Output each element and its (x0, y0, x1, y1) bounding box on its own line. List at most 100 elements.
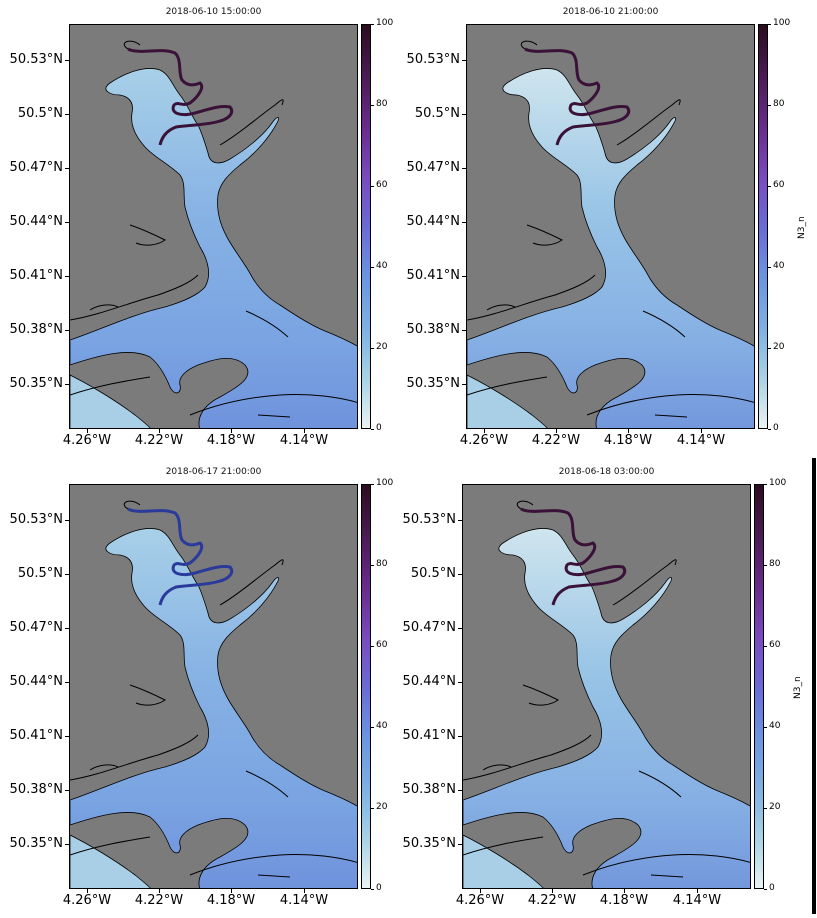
lon-tick-mark (624, 889, 625, 893)
lon-tick-mark (87, 889, 88, 893)
coastline (616, 99, 681, 146)
coastline (257, 414, 291, 418)
lat-tick-label: 50.5°N (410, 566, 456, 581)
coastline (70, 836, 151, 856)
colorbar-tick-label: 40 (376, 721, 388, 731)
coastline (219, 99, 284, 146)
colorbar-tick-label: 20 (773, 342, 785, 352)
lat-tick-label: 50.5°N (17, 106, 63, 121)
estuary-water (467, 68, 754, 428)
lon-tick-mark (304, 429, 305, 433)
colorbar-tick-label: 80 (769, 559, 781, 569)
sea-area (463, 834, 544, 888)
lat-tick-mark (458, 790, 462, 791)
lon-tick-mark (484, 429, 485, 433)
coastline (654, 414, 688, 418)
lat-tick-mark (458, 520, 462, 521)
lat-tick-label: 50.53°N (402, 512, 456, 527)
colorbar-tick-label: 0 (376, 883, 382, 893)
colorbar-tick-label: 100 (376, 478, 394, 488)
lon-tick-mark (159, 429, 160, 433)
lat-tick-label: 50.38°N (402, 782, 456, 797)
colorbar-tick-label: 0 (376, 423, 382, 433)
colorbar-tick-label: 0 (773, 423, 779, 433)
lat-tick-label: 50.44°N (9, 214, 63, 229)
lon-tick-label: 4.26°W (455, 893, 505, 908)
lat-tick-label: 50.35°N (406, 376, 460, 391)
lat-tick-mark (65, 790, 69, 791)
colorbar-tick-mark (764, 727, 767, 728)
lat-tick-mark (458, 628, 462, 629)
lat-tick-mark (458, 844, 462, 845)
lat-tick-mark (65, 736, 69, 737)
coastline (129, 224, 166, 246)
lat-tick-label: 50.47°N (402, 620, 456, 635)
coastline (463, 734, 592, 781)
map-area (69, 24, 358, 429)
colorbar-tick-label: 20 (376, 802, 388, 812)
panel-title: 2018-06-10 15:00:00 (165, 7, 262, 17)
colorbar-tick-label: 60 (769, 640, 781, 650)
colorbar-tick-mark (371, 808, 374, 809)
coastline (612, 559, 677, 606)
coastline (467, 376, 548, 396)
lat-tick-mark (65, 114, 69, 115)
estuary-water (463, 528, 750, 888)
lat-tick-mark (65, 222, 69, 223)
lon-tick-label: 4.14°W (279, 893, 329, 908)
estuary-map (463, 500, 750, 888)
colorbar-tick-mark (764, 484, 767, 485)
colorbar-tick-mark (371, 565, 374, 566)
lat-tick-label: 50.38°N (9, 782, 63, 797)
lat-tick-mark (65, 60, 69, 61)
colorbar-tick-mark (371, 24, 374, 25)
coastline (89, 764, 119, 771)
colorbar-tick-mark (764, 565, 767, 566)
lat-tick-label: 50.53°N (406, 52, 460, 67)
colorbar (758, 24, 768, 429)
coastline (642, 310, 686, 338)
colorbar-tick-mark (768, 105, 771, 106)
lon-tick-label: 4.22°W (134, 893, 184, 908)
colorbar-tick-label: 80 (376, 99, 388, 109)
lat-tick-label: 50.35°N (402, 836, 456, 851)
lon-tick-mark (304, 889, 305, 893)
sea-area (70, 834, 151, 888)
coastline (257, 874, 291, 878)
coastline (189, 394, 357, 416)
upstream-river (520, 507, 627, 606)
lat-tick-mark (65, 384, 69, 385)
coastline (586, 394, 754, 416)
lon-tick-mark (552, 889, 553, 893)
lat-tick-mark (65, 628, 69, 629)
colorbar (754, 484, 764, 889)
colorbar-tick-mark (371, 646, 374, 647)
coastline (463, 836, 544, 856)
colorbar (361, 24, 371, 429)
colorbar-tick-mark (371, 186, 374, 187)
lat-tick-label: 50.41°N (9, 728, 63, 743)
lat-tick-label: 50.38°N (406, 322, 460, 337)
lat-tick-mark (65, 520, 69, 521)
sea-area (70, 374, 151, 428)
colorbar-tick-mark (371, 348, 374, 349)
lon-tick-mark (159, 889, 160, 893)
colorbar-tick-mark (768, 267, 771, 268)
coastline (129, 684, 166, 706)
map-area (466, 24, 755, 429)
lat-tick-mark (65, 330, 69, 331)
coastline (482, 764, 512, 771)
lat-tick-label: 50.5°N (414, 106, 460, 121)
colorbar-tick-mark (764, 808, 767, 809)
colorbar-tick-label: 80 (376, 559, 388, 569)
colorbar-tick-label: 60 (376, 640, 388, 650)
estuary-map (70, 500, 357, 888)
colorbar-tick-mark (768, 429, 771, 430)
lon-tick-label: 4.14°W (279, 433, 329, 448)
lon-tick-label: 4.18°W (603, 433, 653, 448)
colorbar-tick-mark (768, 24, 771, 25)
lat-tick-mark (65, 574, 69, 575)
lon-tick-label: 4.14°W (676, 433, 726, 448)
lat-tick-mark (65, 276, 69, 277)
colorbar-tick-label: 100 (773, 18, 791, 28)
